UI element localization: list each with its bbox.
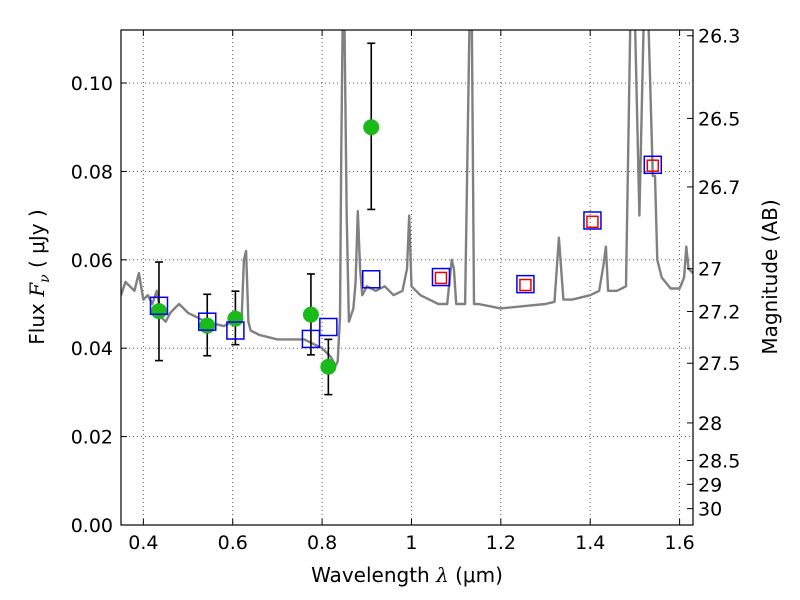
y-axis-label-F: F <box>25 282 49 298</box>
observed-point <box>302 306 319 323</box>
sed-line <box>121 30 693 368</box>
x-axis-label-text: Wavelength <box>311 563 436 587</box>
x-axis-label-unit: (μm) <box>449 563 503 587</box>
axis-ticks: 0.4 0.6 0.8 1 1.2 1.4 1.6 0.00 0.02 0.04 0.06 0.08 0… <box>71 26 741 554</box>
magnitude-tick-label: 27.2 <box>698 302 740 324</box>
observed-point <box>363 119 380 136</box>
x-tick-label: 1.6 <box>664 532 694 554</box>
magnitude-tick-label: 28.5 <box>698 450 740 472</box>
y2-axis-label: Magnitude (AB) <box>758 199 782 354</box>
magnitude-tick-label: 26.3 <box>698 26 740 48</box>
x-tick-label: 0.4 <box>128 532 158 554</box>
x-axis-label-lambda: λ <box>435 563 449 587</box>
ir-model-flux-marker <box>586 215 599 229</box>
plot-background <box>121 30 693 525</box>
magnitude-tick-label: 30 <box>698 499 722 521</box>
plot-frame <box>120 29 694 526</box>
x-tick-label: 0.6 <box>218 532 248 554</box>
y-tick-label: 0.00 <box>71 515 113 537</box>
model-flux-marker <box>319 317 338 337</box>
x-tick-label: 1.2 <box>486 532 516 554</box>
x-tick-label: 1.4 <box>575 532 605 554</box>
y-tick-label: 0.02 <box>71 427 113 449</box>
ir-model-flux-marker <box>434 271 448 285</box>
observed-point <box>199 317 216 334</box>
magnitude-tick-label: 27 <box>698 259 722 281</box>
model-flux-marker <box>516 274 535 294</box>
observed-point <box>320 358 337 375</box>
x-tick-label: 1 <box>405 532 417 554</box>
ir-model-flux-marker <box>519 278 532 292</box>
y-axis-label-text: Flux <box>25 297 49 345</box>
model-flux-marker <box>431 267 451 287</box>
magnitude-tick-label: 27.5 <box>698 353 740 375</box>
magnitude-tick-label: 29 <box>698 474 722 496</box>
magnitude-tick-label: 26.7 <box>698 177 740 199</box>
sed-layer <box>121 30 693 368</box>
marker-layer <box>149 42 663 396</box>
x-tick-label: 0.8 <box>307 532 337 554</box>
y-axis-label-nu: ν <box>37 274 53 283</box>
observed-point <box>150 303 167 320</box>
y-tick-label: 0.08 <box>71 161 113 183</box>
model-flux-marker <box>643 155 663 175</box>
model-flux-marker <box>226 321 245 340</box>
y-tick-label: 0.10 <box>71 73 113 95</box>
y-axis-label: Flux Fν ( μJy ) <box>25 209 53 344</box>
magnitude-tick-label: 28 <box>698 413 722 435</box>
model-flux-marker <box>583 211 602 230</box>
ir-model-flux-marker <box>646 159 660 172</box>
y-tick-label: 0.06 <box>71 250 113 272</box>
y-axis-label-unit: ( μJy ) <box>25 209 49 274</box>
x-axis-label: Wavelength λ (μm) <box>311 563 503 587</box>
model-flux-marker <box>301 329 321 349</box>
y-tick-label: 0.04 <box>71 338 113 360</box>
model-flux-marker <box>362 270 381 289</box>
model-flux-marker <box>197 312 217 331</box>
model-flux-marker <box>149 296 169 316</box>
observed-point <box>227 310 244 327</box>
magnitude-tick-label: 26.5 <box>698 108 740 130</box>
